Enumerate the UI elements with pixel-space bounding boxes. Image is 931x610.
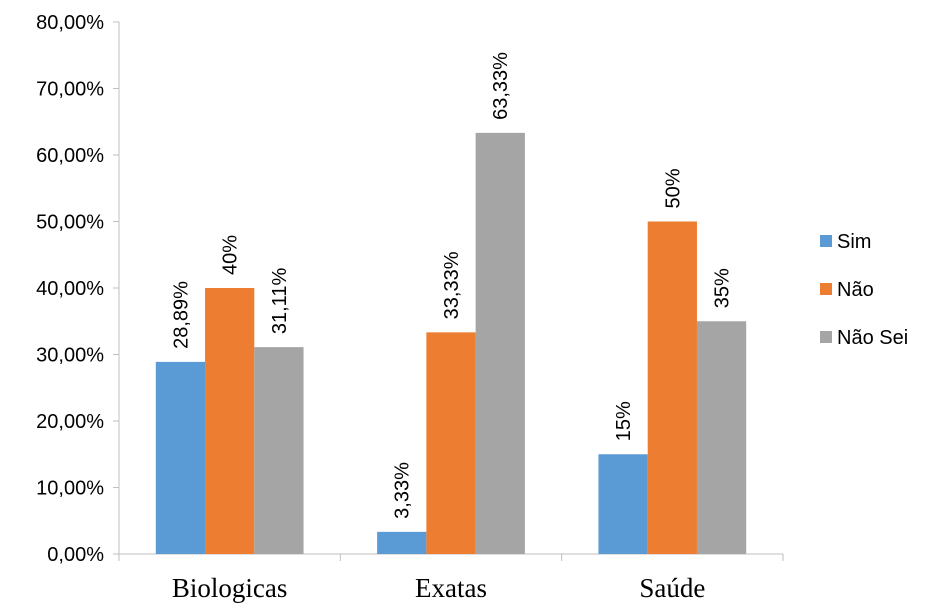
bar bbox=[475, 132, 525, 554]
y-tick-label: 10,00% bbox=[36, 478, 104, 500]
y-tick-label: 60,00% bbox=[36, 145, 104, 167]
legend-label: Sim bbox=[837, 231, 871, 253]
legend-swatch bbox=[820, 283, 832, 295]
y-tick-label: 70,00% bbox=[36, 79, 104, 101]
data-label: 35% bbox=[712, 268, 734, 308]
legend-item: Sim bbox=[820, 231, 871, 253]
data-label: 63,33% bbox=[490, 52, 512, 120]
x-tick-label: Biologicas bbox=[172, 573, 288, 603]
y-tick-label: 80,00% bbox=[36, 12, 104, 34]
bar bbox=[254, 347, 304, 554]
legend-label: Não bbox=[837, 279, 874, 301]
bar bbox=[377, 531, 427, 554]
data-labels: 28,89% 3,33% 15% 40% 33,33% 50% 31,11% 63,33% 35… bbox=[170, 52, 733, 519]
y-tick-label: 50,00% bbox=[36, 212, 104, 234]
x-tick-label: Exatas bbox=[415, 573, 487, 603]
legend-swatch bbox=[820, 331, 832, 343]
data-label: 15% bbox=[613, 401, 635, 441]
y-tick-label: 20,00% bbox=[36, 411, 104, 433]
data-label: 40% bbox=[220, 235, 242, 275]
data-label: 31,11% bbox=[269, 268, 291, 335]
data-label: 3,33% bbox=[392, 462, 414, 519]
legend-label: Não Sei bbox=[837, 327, 908, 349]
y-tick-label: 0,00% bbox=[47, 544, 104, 566]
legend-item: Não Sei bbox=[820, 327, 908, 349]
x-tick-label: Saúde bbox=[639, 573, 705, 603]
bars bbox=[155, 132, 747, 554]
bar bbox=[696, 321, 747, 554]
bar bbox=[155, 361, 206, 554]
y-axis: 0,00% 10,00% 20,00% 30,00% 40,00% 50,00% 60,00… bbox=[36, 12, 120, 566]
y-tick-label: 40,00% bbox=[36, 278, 104, 300]
bar bbox=[426, 332, 476, 554]
data-label: 33,33% bbox=[441, 251, 463, 319]
legend-item: Não bbox=[820, 279, 874, 301]
x-axis: Biologicas Exatas Saúde bbox=[118, 553, 784, 603]
legend-swatch bbox=[820, 235, 832, 247]
legend: Sim Não Não Sei bbox=[820, 231, 908, 349]
data-label: 28,89% bbox=[170, 281, 192, 349]
data-label: 50% bbox=[662, 168, 684, 208]
bar bbox=[647, 221, 697, 554]
y-tick-label: 30,00% bbox=[36, 345, 104, 367]
bar bbox=[598, 454, 648, 554]
bar bbox=[205, 288, 255, 554]
